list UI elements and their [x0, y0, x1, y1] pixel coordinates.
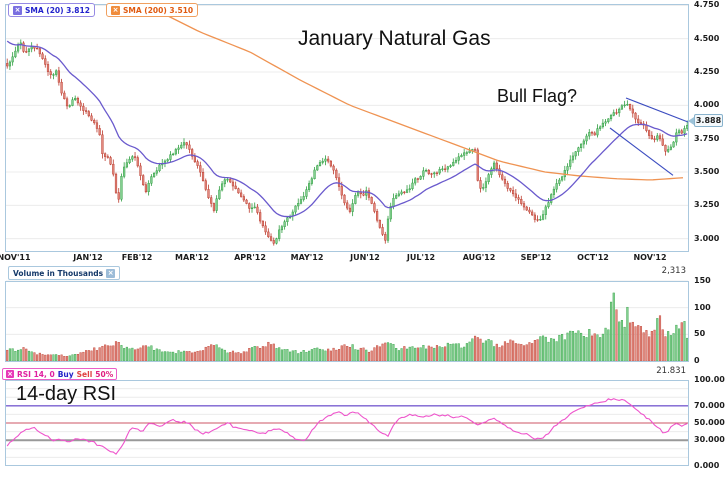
- rsi-axis-tick: 0.000: [694, 461, 720, 470]
- rsi-last-value: 21.831: [656, 366, 686, 376]
- rsi-axis-tick: 100.000: [694, 375, 725, 384]
- rsi-tab-sell-label: Sell: [76, 369, 93, 379]
- month-axis-tick: OCT'12: [577, 253, 609, 262]
- price-axis-tick: 4.750: [694, 0, 720, 10]
- month-axis-tick: AUG'12: [462, 253, 496, 262]
- price-axis-tick: 3.500: [694, 167, 720, 176]
- price-axis-tick: 3.750: [694, 133, 720, 143]
- volume-axis-tick: 50: [694, 329, 706, 339]
- price-axis-tick: 3.250: [694, 200, 720, 210]
- volume-last-value: 2,313: [661, 266, 686, 276]
- rsi-close-icon[interactable]: ×: [6, 370, 14, 378]
- month-axis-tick: MAY'12: [290, 253, 324, 262]
- last-price-tag: 3.888: [694, 114, 723, 127]
- volume-close-icon[interactable]: ×: [106, 268, 116, 278]
- month-axis-tick: MAR'12: [175, 253, 209, 262]
- volume-panel[interactable]: [5, 281, 689, 362]
- month-axis-tick: APR'12: [234, 253, 266, 262]
- rsi-annotation: 14-day RSI: [16, 383, 117, 405]
- price-axis-tick: 4.500: [694, 33, 720, 43]
- sma20-legend-chip[interactable]: × SMA (20) 3.812: [8, 3, 95, 17]
- month-axis-tick: JAN'12: [73, 253, 103, 262]
- rsi-axis-tick: 30.000: [694, 435, 725, 445]
- bull-flag-annotation: Bull Flag?: [497, 86, 578, 106]
- volume-axis-tick: 0: [694, 356, 700, 365]
- sma200-close-icon[interactable]: ×: [111, 5, 120, 15]
- sma20-close-icon[interactable]: ×: [13, 5, 22, 15]
- month-axis-tick: FEB'12: [121, 253, 153, 262]
- rsi-panel[interactable]: [5, 380, 689, 466]
- sma20-legend-label: SMA (20) 3.812: [25, 5, 90, 15]
- price-axis-tick: 4.250: [694, 67, 720, 76]
- volume-tab[interactable]: Volume in Thousands ×: [8, 266, 121, 280]
- month-axis-tick: JUL'12: [406, 253, 436, 262]
- price-axis-tick: 3.000: [694, 233, 720, 243]
- month-axis-tick: JUN'12: [350, 253, 380, 262]
- month-axis-tick: NOV'12: [633, 253, 667, 262]
- volume-axis-tick: 100: [694, 302, 711, 312]
- rsi-axis-tick: 50.000: [694, 418, 725, 427]
- sma200-legend-label: SMA (200) 3.510: [123, 5, 194, 15]
- rsi-indicator-tab[interactable]: × RSI 14, 0 Buy Sell 50%: [2, 368, 118, 380]
- volume-axis-tick: 150: [694, 276, 711, 285]
- sma200-legend-chip[interactable]: × SMA (200) 3.510: [106, 3, 199, 17]
- month-axis-tick: SEP'12: [520, 253, 552, 262]
- chart-title: January Natural Gas: [298, 27, 491, 50]
- volume-tab-label: Volume in Thousands: [13, 268, 104, 278]
- rsi-axis-tick: 70.000: [694, 400, 725, 410]
- rsi-tab-label: RSI 14, 0: [17, 369, 55, 379]
- month-axis-tick: NOV'11: [0, 253, 31, 262]
- price-axis-tick: 4.000: [694, 100, 720, 110]
- rsi-tab-pct-label: 50%: [95, 369, 114, 379]
- last-price-tag-arrow-icon: [688, 117, 694, 125]
- rsi-tab-buy-label: Buy: [57, 369, 74, 379]
- price-chart-panel[interactable]: [5, 4, 689, 252]
